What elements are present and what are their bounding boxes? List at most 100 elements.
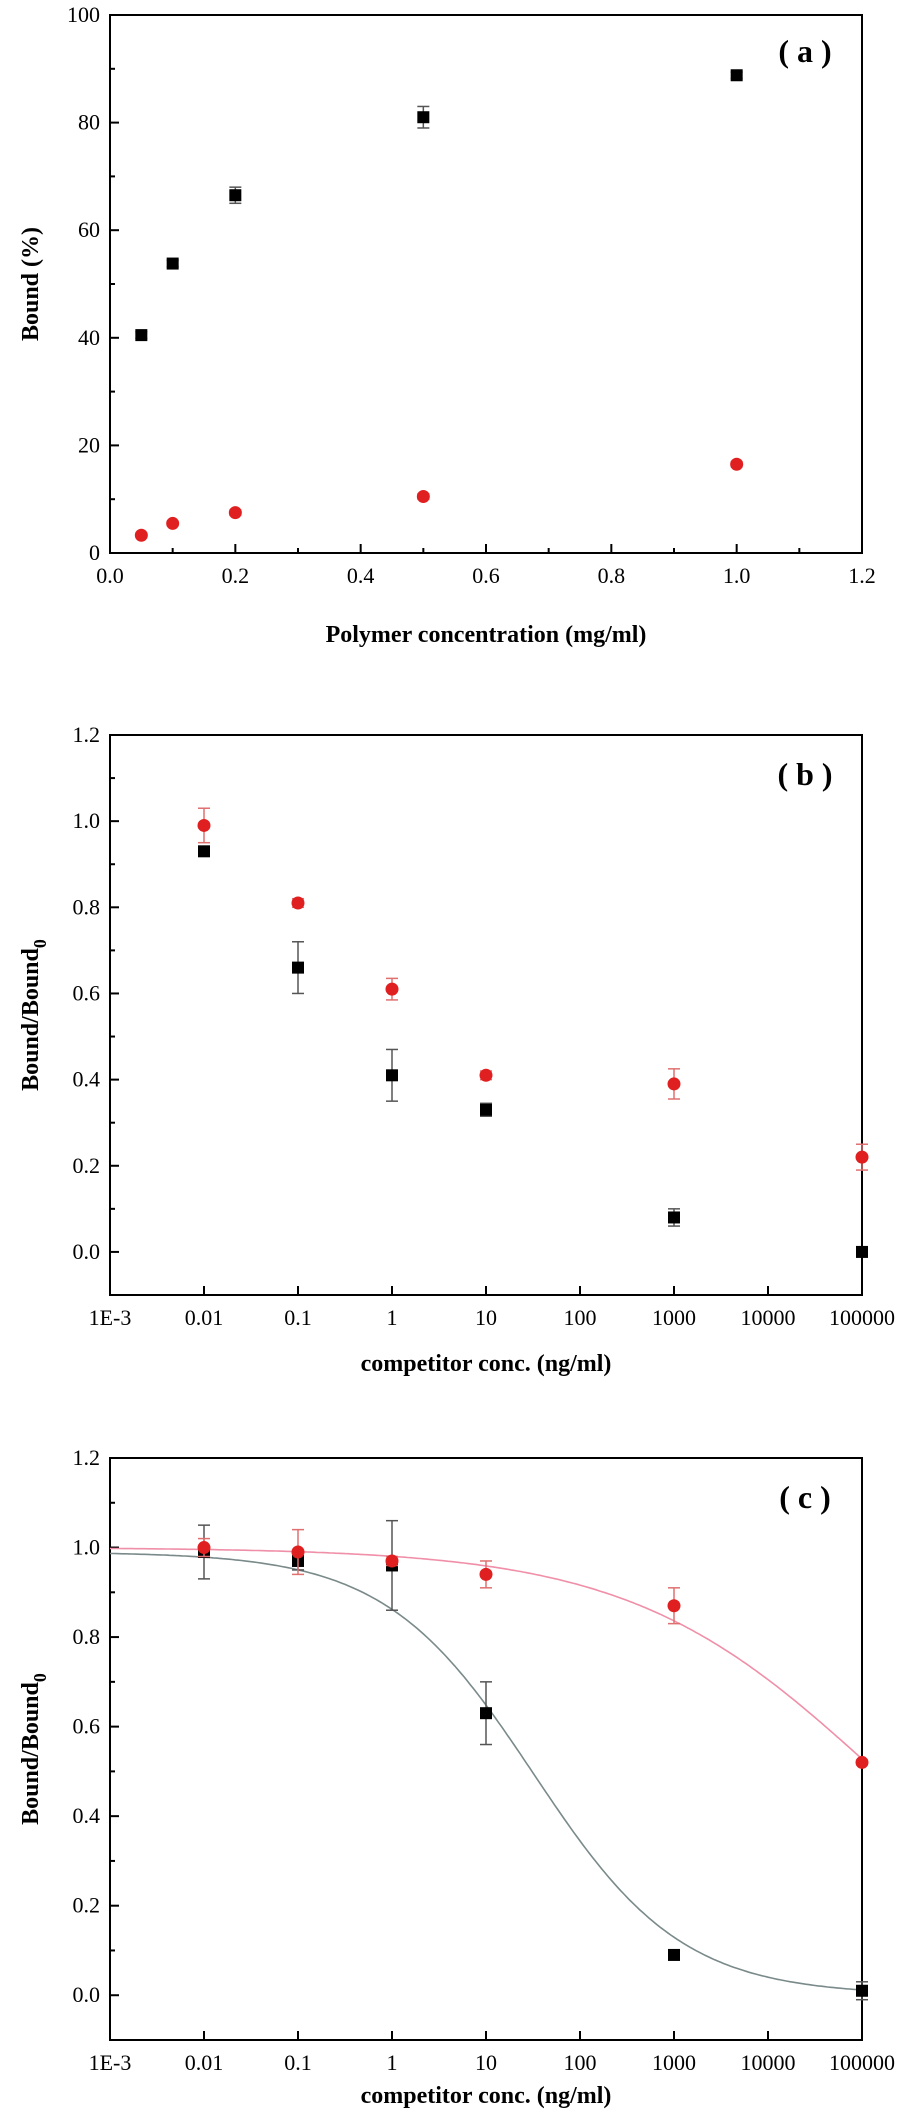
- panel-a-x-tick-label: 0.4: [347, 563, 375, 588]
- panel-b-point-series-1: [480, 1103, 492, 1116]
- panel-b-y-tick-label: 1.2: [73, 722, 101, 747]
- panel-a-point-series-2: [730, 457, 744, 471]
- panel-b-y-tick-label: 1.0: [73, 808, 101, 833]
- panel-a-x-tick-label: 0.6: [472, 563, 500, 588]
- panel-a-label: ( a ): [778, 33, 831, 69]
- panel-c-point-series-2: [479, 1567, 493, 1581]
- panel-b-x-tick-label: 1: [387, 1305, 398, 1330]
- panel-b-y-axis-title: Bound/Bound0: [18, 939, 50, 1091]
- panel-c-point-series-1: [480, 1707, 492, 1720]
- panel-a-marks: [134, 69, 744, 542]
- panel-c-label: ( c ): [779, 1479, 831, 1515]
- panel-c-y-tick-label: 0.8: [73, 1624, 101, 1649]
- panel-a-point-series-1: [135, 329, 148, 342]
- panel-c-y-tick-label: 0.2: [73, 1893, 101, 1918]
- panel-c-y-tick-label: 0.6: [73, 1714, 101, 1739]
- panel-a-point-series-1: [229, 189, 242, 202]
- panel-b-x-tick-label: 0.1: [284, 1305, 312, 1330]
- panel-b-point-series-2: [479, 1068, 493, 1082]
- panel-b-point-series-2: [667, 1077, 681, 1091]
- panel-b-x-tick-label: 100: [564, 1305, 597, 1330]
- panel-b-point-series-1: [198, 845, 210, 858]
- panel-b-y-tick-label: 0.6: [73, 980, 101, 1005]
- panel-c-point-series-1: [668, 1948, 680, 1961]
- panel-b-point-series-2: [385, 982, 399, 996]
- panel-b-label: ( b ): [777, 756, 832, 792]
- panel-b-x-tick-label: 10: [475, 1305, 497, 1330]
- panel-a-point-series-1: [417, 111, 430, 124]
- panel-b-marks: [197, 807, 869, 1258]
- panel-a-y-tick-label: 0: [89, 540, 100, 565]
- panel-a-point-series-2: [416, 490, 430, 504]
- panel-c-x-tick-label: 100: [564, 2050, 597, 2075]
- panel-a-point-series-1: [166, 257, 179, 270]
- panel-b-point-series-1: [856, 1245, 868, 1258]
- panel-b-y-axis-title-main: Bound/Bound: [18, 947, 44, 1090]
- panel-c-y-axis-title-sub: 0: [30, 1673, 50, 1682]
- panel-c-ticks: 1E-3 0.01 0.1 1 10 100 1000 10000 100000 0.0 0.2 0.…: [73, 1445, 896, 2075]
- panel-a-y-tick-label: 20: [78, 432, 100, 457]
- panel-c-point-series-2: [667, 1599, 681, 1613]
- panel-c: ( c ) 1E-3 0.01 0.1 1 10 100 1000 10000 100000 0.…: [18, 1445, 895, 2109]
- panel-a-frame: [109, 14, 863, 554]
- panel-c-frame: [109, 1457, 863, 2041]
- panel-b-y-tick-label: 0.0: [73, 1239, 101, 1264]
- panel-c-x-tick-label: 10: [475, 2050, 497, 2075]
- panel-a-x-tick-label: 0.2: [222, 563, 250, 588]
- panel-a-point-series-2: [166, 516, 180, 530]
- panel-b-point-series-1: [668, 1211, 680, 1224]
- panel-c-marks: [110, 1519, 869, 2001]
- panel-b-point-series-2: [197, 818, 211, 832]
- panel-a-x-tick-label: 0.0: [96, 563, 124, 588]
- panel-b-point-series-1: [386, 1069, 398, 1082]
- panel-a-x-tick-label: 0.8: [598, 563, 626, 588]
- panel-b-x-axis-title: competitor conc. (ng/ml): [361, 1351, 612, 1377]
- panel-a-y-tick-label: 40: [78, 325, 100, 350]
- panel-b-x-tick-label: 1E-3: [89, 1305, 132, 1330]
- panel-b: ( b ) 1E-3 0.01 0.1 1 10 100 1000 10000 100000 0.…: [18, 722, 895, 1377]
- panel-a-point-series-2: [134, 528, 148, 542]
- panel-a-y-axis-title: Bound (%): [18, 227, 44, 341]
- panel-c-fit-curve-1: [110, 1552, 863, 1991]
- panel-c-y-tick-label: 0.0: [73, 1982, 101, 2007]
- panel-b-point-series-2: [855, 1150, 869, 1164]
- panel-c-x-tick-label: 100000: [829, 2050, 895, 2075]
- panel-c-x-axis-title: competitor conc. (ng/ml): [361, 2083, 612, 2109]
- panel-b-ticks: 1E-3 0.01 0.1 1 10 100 1000 10000 100000 0.0 0.2 0.…: [73, 722, 896, 1330]
- panel-c-y-tick-label: 0.4: [73, 1803, 101, 1828]
- panel-a-x-axis-title: Polymer concentration (mg/ml): [326, 622, 647, 648]
- panel-b-x-tick-label: 10000: [741, 1305, 796, 1330]
- panel-c-x-tick-label: 0.01: [185, 2050, 224, 2075]
- panel-a-x-tick-label: 1.2: [848, 563, 876, 588]
- panel-b-point-series-2: [291, 896, 305, 910]
- panel-c-point-series-2: [855, 1755, 869, 1769]
- panel-b-x-tick-label: 0.01: [185, 1305, 224, 1330]
- panel-c-x-tick-label: 1000: [652, 2050, 696, 2075]
- panel-b-y-tick-label: 0.2: [73, 1153, 101, 1178]
- panel-c-point-series-2: [291, 1545, 305, 1559]
- panel-b-x-tick-label: 1000: [652, 1305, 696, 1330]
- panel-c-point-series-1: [856, 1984, 868, 1997]
- panel-c-x-tick-label: 0.1: [284, 2050, 312, 2075]
- panel-c-x-tick-label: 1E-3: [89, 2050, 132, 2075]
- panel-c-point-series-2: [385, 1554, 399, 1568]
- panel-b-y-axis-title-sub: 0: [30, 939, 50, 948]
- panel-b-point-series-1: [292, 961, 304, 974]
- panel-c-point-series-2: [197, 1541, 211, 1555]
- panel-a-y-tick-label: 60: [78, 217, 100, 242]
- panel-a-y-tick-label: 100: [67, 2, 100, 27]
- panel-b-y-tick-label: 0.4: [73, 1067, 101, 1092]
- panel-c-x-tick-label: 10000: [741, 2050, 796, 2075]
- panel-c-x-tick-label: 1: [387, 2050, 398, 2075]
- panel-b-y-tick-label: 0.8: [73, 894, 101, 919]
- panel-c-y-tick-label: 1.0: [73, 1535, 101, 1560]
- panel-c-y-tick-label: 1.2: [73, 1445, 101, 1470]
- panel-b-frame: [109, 734, 863, 1296]
- panel-c-y-axis-title-main: Bound/Bound: [18, 1681, 44, 1824]
- panel-a-y-tick-label: 80: [78, 110, 100, 135]
- panel-a-x-tick-label: 1.0: [723, 563, 751, 588]
- panel-c-y-axis-title: Bound/Bound0: [18, 1673, 50, 1825]
- panel-a-point-series-1: [730, 69, 743, 82]
- panel-b-x-tick-label: 100000: [829, 1305, 895, 1330]
